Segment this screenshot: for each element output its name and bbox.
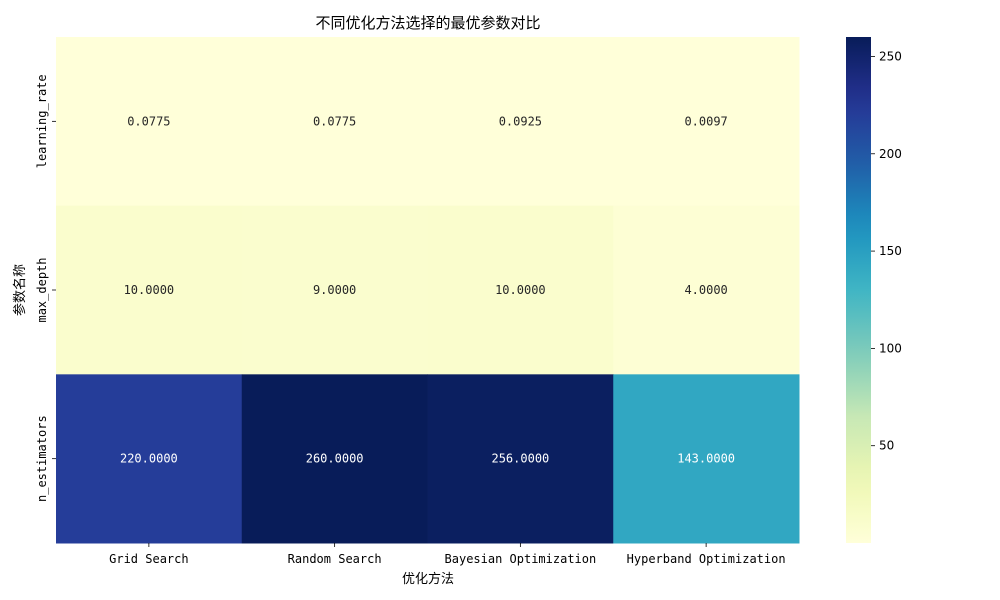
heatmap-cell [427,205,614,375]
cell-value-label: 10.0000 [495,283,546,297]
cell-value-label: 9.0000 [313,283,356,297]
cell-value-label: 10.0000 [124,283,175,297]
cell-value-label: 4.0000 [684,283,727,297]
heatmap-cell [613,205,800,375]
cell-value-label: 260.0000 [306,452,364,466]
colorbar-tick-label: 150 [879,244,902,258]
y-tick-label: max_depth [35,257,49,322]
heatmap-cell [427,374,614,544]
x-tick-label: Hyperband Optimization [627,552,786,566]
y-axis-ticks: learning_rate max_depth n_estimators [35,74,56,502]
colorbar-tick-label: 200 [879,147,902,161]
heatmap-cell [241,37,428,207]
colorbar-tick-label: 100 [879,341,902,355]
heatmap-cell [56,205,243,375]
x-tick-label: Bayesian Optimization [445,552,597,566]
y-tick-label: n_estimators [35,415,49,502]
colorbar-tick-label: 50 [879,439,894,453]
heatmap-cell-labels: 0.0775 0.0775 0.0925 0.0097 10.0000 9.0000 10.… [120,114,735,465]
colorbar-ticks: 50 100 150 200 250 [871,49,902,453]
cell-value-label: 143.0000 [677,452,735,466]
cell-value-label: 0.0775 [127,114,170,128]
x-tick-label: Grid Search [109,552,188,566]
y-axis-label: 参数名称 [12,264,28,316]
heatmap-cell [241,374,428,544]
heatmap-cell [427,37,614,207]
x-axis-label: 优化方法 [402,571,454,587]
heatmap-cell [56,374,243,544]
heatmap-cell [613,37,800,207]
colorbar-tick-label: 250 [879,49,902,63]
cell-value-label: 0.0925 [499,114,542,128]
colorbar [846,37,871,543]
cell-value-label: 0.0775 [313,114,356,128]
heatmap-cell [613,374,800,544]
cell-value-label: 0.0097 [684,114,727,128]
heatmap-cell [241,205,428,375]
cell-value-label: 256.0000 [491,452,549,466]
chart-title: 不同优化方法选择的最优参数对比 [315,14,540,32]
cell-value-label: 220.0000 [120,452,178,466]
x-axis-ticks: Grid Search Random Search Bayesian Optimiz… [109,543,786,566]
heatmap-cells [56,37,800,544]
x-tick-label: Random Search [288,552,382,566]
heatmap-cell [56,37,243,207]
y-tick-label: learning_rate [35,74,49,168]
